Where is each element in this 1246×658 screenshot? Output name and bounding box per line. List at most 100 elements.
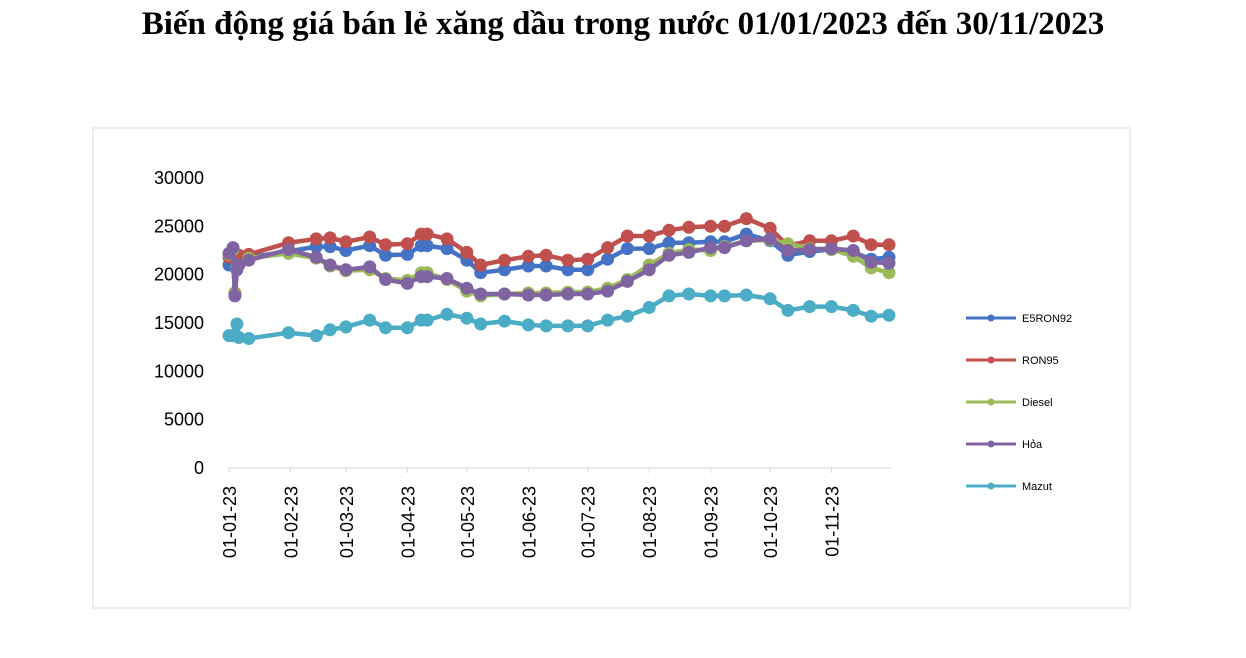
data-point <box>846 303 860 317</box>
data-point <box>498 287 511 301</box>
data-point <box>682 220 696 234</box>
data-point <box>379 238 393 252</box>
data-point <box>561 253 575 267</box>
data-point <box>323 231 337 245</box>
data-point <box>763 232 777 246</box>
data-point <box>379 321 393 335</box>
data-point <box>882 238 896 252</box>
data-point <box>601 252 615 266</box>
y-tick-label: 15000 <box>154 313 204 333</box>
data-point <box>420 313 434 327</box>
data-point <box>474 287 488 301</box>
data-point <box>763 292 777 306</box>
data-point <box>601 284 615 298</box>
x-tick-label: 01-04-23 <box>398 486 418 558</box>
legend-item: Diesel <box>966 397 1053 409</box>
legend-marker <box>987 398 995 406</box>
y-tick-label: 25000 <box>154 216 204 236</box>
data-point <box>539 319 553 333</box>
data-point <box>339 263 353 277</box>
data-point <box>363 313 377 327</box>
plot-area: 0 5000 10000 15000 20000 25000 30000 01-01-23 01… <box>154 168 896 558</box>
data-point <box>682 287 696 301</box>
data-point <box>474 258 488 272</box>
data-point <box>400 237 414 251</box>
legend-label: E5RON92 <box>1022 313 1072 325</box>
data-point <box>309 232 323 246</box>
data-point <box>581 319 595 333</box>
data-point <box>620 309 634 323</box>
legend-label: Mazut <box>1022 481 1052 493</box>
data-point <box>718 219 731 233</box>
data-point <box>825 300 838 314</box>
data-point <box>662 236 676 250</box>
data-point <box>363 260 377 274</box>
legend: E5RON92 RON95 Diesel Hỏa Mazut <box>966 313 1072 493</box>
data-point <box>440 242 454 256</box>
data-point <box>739 234 753 248</box>
data-point <box>400 247 414 261</box>
data-point <box>846 244 860 257</box>
data-point <box>521 288 535 302</box>
data-point <box>662 248 676 262</box>
data-point <box>781 303 795 317</box>
data-point <box>339 235 353 249</box>
series-mazut <box>222 287 896 345</box>
data-point <box>864 309 878 323</box>
data-point <box>440 307 454 321</box>
data-point <box>242 253 256 267</box>
data-point <box>521 318 535 332</box>
data-point <box>460 245 474 259</box>
data-point <box>440 232 454 246</box>
x-tick-label: 01-09-23 <box>702 486 722 558</box>
data-point <box>309 250 323 264</box>
data-point <box>521 259 535 273</box>
data-point <box>282 243 295 256</box>
data-point <box>282 326 295 340</box>
legend-marker <box>987 482 995 490</box>
data-point <box>864 238 878 252</box>
series-h-a <box>222 232 896 303</box>
x-tick-label: 01-08-23 <box>640 486 660 558</box>
data-point <box>682 245 696 259</box>
data-point <box>420 227 434 241</box>
data-point <box>846 229 860 243</box>
x-tick-label: 01-07-23 <box>579 486 599 558</box>
data-point <box>642 301 656 314</box>
data-point <box>460 311 474 325</box>
data-point <box>498 253 511 267</box>
data-point <box>704 289 718 303</box>
data-point <box>226 241 240 255</box>
data-point <box>561 287 575 301</box>
data-point <box>539 248 553 262</box>
data-point <box>420 270 434 284</box>
data-point <box>539 259 553 273</box>
data-point <box>803 300 817 314</box>
data-point <box>620 229 634 243</box>
data-point <box>460 281 474 295</box>
data-point <box>339 320 353 334</box>
data-point <box>642 229 656 243</box>
data-point <box>561 263 575 277</box>
data-point <box>323 258 337 272</box>
x-tick-label: 01-01-23 <box>220 486 240 558</box>
data-point <box>379 273 393 286</box>
data-point <box>539 288 553 302</box>
y-tick-label: 30000 <box>154 168 204 188</box>
data-point <box>704 241 718 255</box>
data-point <box>323 323 337 337</box>
legend-marker <box>987 356 995 364</box>
data-point <box>763 221 777 235</box>
data-point <box>242 332 256 345</box>
x-tick-label: 01-03-23 <box>337 486 357 558</box>
data-point <box>739 288 753 302</box>
chart-frame <box>92 127 1131 609</box>
data-point <box>718 289 731 303</box>
data-point <box>498 263 511 277</box>
y-tick-label: 5000 <box>164 410 204 430</box>
data-point <box>440 272 454 285</box>
data-point <box>642 242 656 256</box>
data-point <box>420 239 434 253</box>
series-ron95 <box>222 212 896 300</box>
